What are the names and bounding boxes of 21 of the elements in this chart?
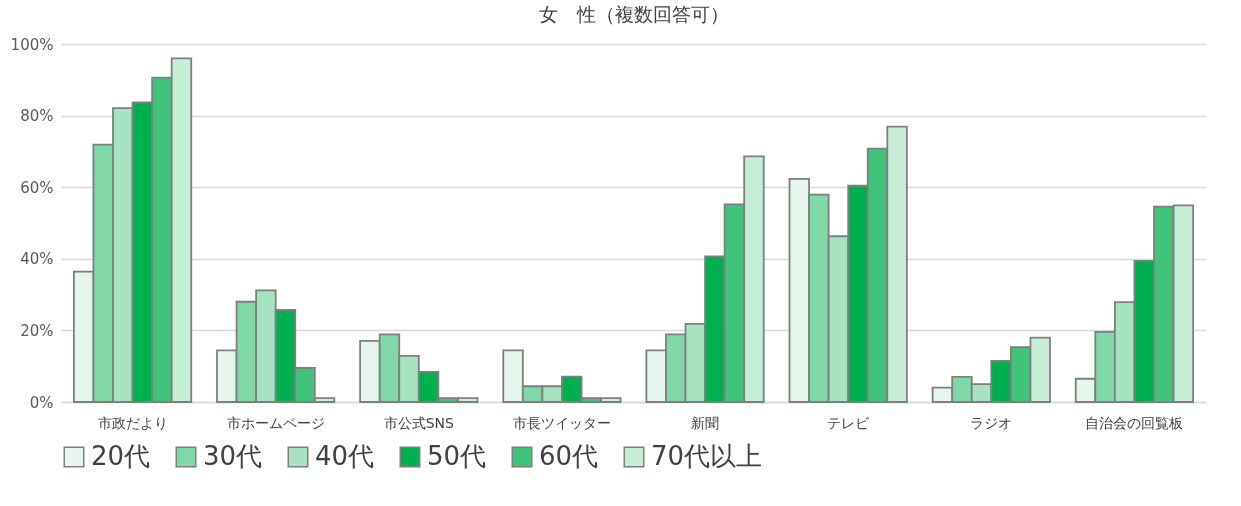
legend-label: 70代以上 (651, 441, 763, 471)
x-tick-label: 市政だより (97, 414, 168, 431)
legend-label: 50代 (427, 441, 487, 471)
chart-title: 女 性（複数回答可） (538, 3, 729, 25)
legend-label: 40代 (315, 441, 375, 471)
y-tick-label: 40% (20, 250, 54, 269)
y-tick-label: 0% (29, 393, 54, 412)
y-tick-label: 80% (20, 107, 54, 126)
x-tick-label: 新聞 (691, 414, 720, 431)
x-tick-label: 市長ツイッター (512, 414, 611, 431)
legend-label: 60代 (539, 441, 599, 471)
y-tick-label: 20% (20, 321, 54, 340)
x-tick-label: 市公式SNS (383, 414, 455, 431)
x-tick-label: 自治会の回覧板 (1085, 414, 1184, 431)
x-tick-label: ラジオ (970, 414, 1013, 431)
y-tick-label: 100% (10, 35, 54, 54)
legend-label: 20代 (91, 441, 151, 471)
y-tick-label: 60% (20, 178, 54, 197)
legend-label: 30代 (203, 441, 263, 471)
x-tick-label: 市ホームページ (226, 414, 325, 431)
x-tick-label: テレビ (827, 414, 871, 431)
